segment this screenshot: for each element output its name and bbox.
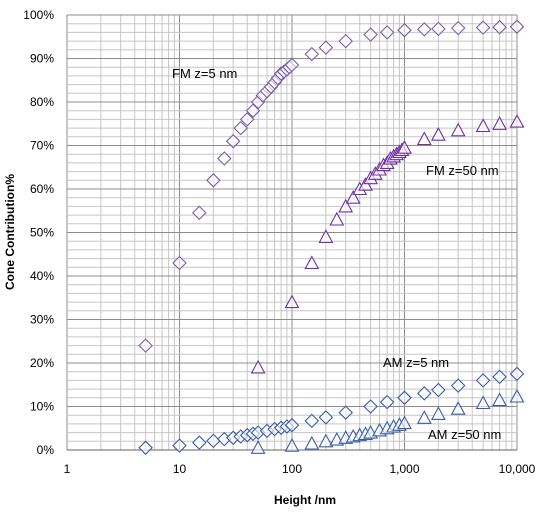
series-fm-z-5-nm <box>138 19 525 353</box>
data-point <box>509 19 525 34</box>
x-tick-label: 1 <box>64 462 71 476</box>
data-point <box>397 415 412 430</box>
data-point <box>217 151 232 166</box>
annotation-fm-z5: FM z=5 nm <box>172 66 237 81</box>
data-point <box>450 122 466 137</box>
y-tick-label: 70% <box>30 139 54 153</box>
data-point <box>329 211 345 226</box>
data-point <box>250 440 266 454</box>
series-am-z-50-nm <box>250 388 525 454</box>
data-point <box>363 27 378 42</box>
y-tick-label: 40% <box>30 269 54 283</box>
data-point <box>225 133 241 149</box>
data-point <box>338 405 353 420</box>
data-point <box>509 113 525 128</box>
data-point <box>430 126 446 141</box>
y-tick-label: 90% <box>30 52 54 66</box>
y-axis-title: Cone Contribution% <box>3 174 17 290</box>
data-point <box>345 190 361 204</box>
data-point <box>475 373 491 388</box>
data-point <box>284 437 300 452</box>
data-point <box>475 118 491 133</box>
data-point <box>450 401 466 415</box>
data-point <box>304 46 320 62</box>
data-point <box>379 25 395 40</box>
data-point <box>138 338 153 353</box>
data-point <box>450 20 466 36</box>
data-point <box>379 394 395 410</box>
data-point <box>318 229 334 243</box>
data-point <box>206 173 221 188</box>
data-point <box>397 390 412 406</box>
data-point <box>338 33 353 49</box>
y-tick-label: 80% <box>30 95 54 109</box>
data-point <box>172 255 187 271</box>
data-point <box>239 112 255 127</box>
y-tick-label: 50% <box>30 226 54 240</box>
data-point <box>492 116 508 130</box>
data-point <box>250 359 266 374</box>
data-point <box>304 413 320 429</box>
data-point <box>284 417 300 433</box>
data-point <box>192 435 207 450</box>
data-point <box>431 382 446 398</box>
data-point <box>304 435 320 450</box>
y-tick-labels: 0% 10% 20% 30% 40% 50% 60% 70% 80% 90% 100% <box>23 8 54 457</box>
y-tick-label: 60% <box>30 182 54 196</box>
data-point <box>318 410 334 425</box>
data-point <box>138 440 153 456</box>
data-point <box>492 19 507 35</box>
data-point <box>192 205 207 221</box>
y-tick-label: 10% <box>30 400 54 414</box>
x-tick-label: 10 <box>173 462 187 476</box>
data-point <box>475 20 491 35</box>
data-point <box>509 388 525 403</box>
x-tick-label: 1,000 <box>389 462 419 476</box>
data-point <box>363 399 378 414</box>
series-fm-z-50-nm <box>250 113 525 374</box>
data-series <box>138 19 525 456</box>
y-tick-label: 20% <box>30 356 54 370</box>
data-point <box>509 366 525 382</box>
x-tick-label: 10,000 <box>499 462 536 476</box>
data-point <box>284 294 300 309</box>
x-tick-labels: 1 10 100 1,000 10,000 <box>64 462 536 476</box>
y-tick-label: 30% <box>30 313 54 327</box>
data-point <box>492 369 507 385</box>
data-point <box>304 255 320 270</box>
data-point <box>338 198 354 213</box>
annotation-am-z50: AM z=50 nm <box>428 427 501 442</box>
x-tick-label: 100 <box>282 462 302 476</box>
data-point <box>450 378 466 393</box>
data-point <box>284 57 300 73</box>
x-axis-title: Height /nm <box>274 493 336 507</box>
data-point <box>431 21 446 37</box>
data-point <box>475 395 491 410</box>
data-point <box>245 103 261 118</box>
y-tick-label: 100% <box>23 8 54 22</box>
data-point <box>430 406 446 420</box>
data-point <box>318 40 334 55</box>
data-point <box>172 438 187 453</box>
annotation-am-z5: AM z=5 nm <box>383 355 449 370</box>
data-point <box>416 131 432 146</box>
data-point <box>318 433 334 448</box>
data-point <box>416 410 432 424</box>
data-point <box>233 120 248 136</box>
series-am-z-5-nm <box>138 366 525 456</box>
data-point <box>492 392 508 407</box>
data-point <box>397 22 412 38</box>
y-tick-label: 0% <box>37 443 55 457</box>
data-point <box>417 22 432 37</box>
data-point <box>417 386 432 401</box>
data-point <box>397 140 412 154</box>
annotation-fm-z50: FM z=50 nm <box>426 163 499 178</box>
